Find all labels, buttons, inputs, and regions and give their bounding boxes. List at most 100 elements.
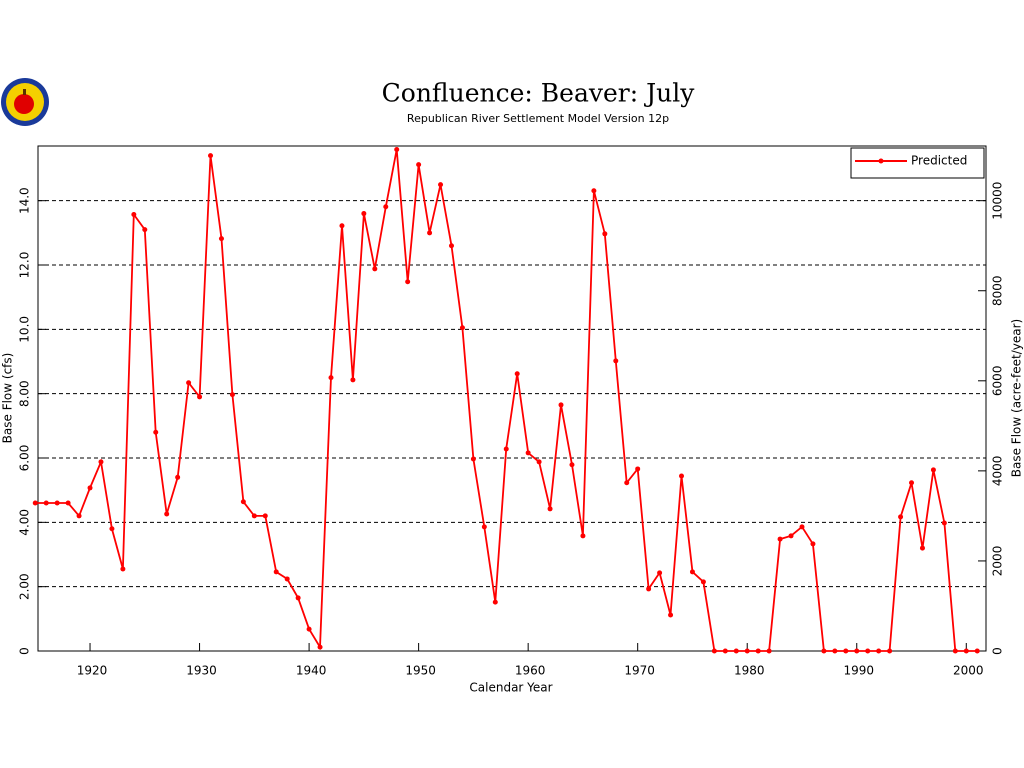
- point: [668, 612, 674, 618]
- point: [657, 570, 663, 576]
- chart-title: Confluence: Beaver: July: [382, 79, 696, 108]
- point: [974, 648, 980, 654]
- legend-label: Predicted: [911, 154, 967, 168]
- legend-box: [850, 147, 985, 179]
- point: [492, 599, 498, 605]
- y2-tick-label: 2000: [991, 546, 1005, 577]
- point: [328, 375, 334, 381]
- point: [43, 500, 49, 506]
- y-tick-label: 8.00: [18, 380, 32, 407]
- y-axis-label: Base Flow (cfs): [1, 353, 15, 444]
- x-tick-label: 1970: [624, 664, 655, 678]
- x-tick-label: 1920: [77, 664, 108, 678]
- y-tick-label: 4.00: [18, 509, 32, 536]
- point: [580, 533, 586, 539]
- point: [876, 648, 882, 654]
- x-tick-label: 1950: [405, 664, 436, 678]
- point: [339, 223, 345, 229]
- point: [788, 533, 794, 539]
- y-tick-label: 2.00: [18, 573, 32, 600]
- point: [383, 204, 389, 210]
- point: [306, 626, 312, 632]
- x-tick-label: 1940: [296, 664, 327, 678]
- y2-tick-label: 6000: [991, 366, 1005, 397]
- point: [295, 595, 301, 601]
- point: [427, 230, 433, 236]
- point: [372, 266, 378, 272]
- y-tick-label: 14.0: [18, 187, 32, 214]
- point: [602, 231, 608, 237]
- point: [164, 511, 170, 517]
- plot-frame: [37, 145, 987, 652]
- logo: [1, 78, 49, 126]
- point: [777, 536, 783, 542]
- point: [919, 545, 925, 551]
- point: [865, 648, 871, 654]
- point: [810, 541, 816, 547]
- point: [394, 147, 400, 153]
- y2-tick-label: 4000: [991, 456, 1005, 487]
- point: [448, 243, 454, 249]
- point: [591, 188, 597, 194]
- point: [218, 236, 224, 242]
- point: [569, 462, 575, 468]
- point: [284, 576, 290, 582]
- point: [350, 377, 356, 383]
- point: [854, 648, 860, 654]
- y-tick-label: 6.00: [18, 445, 32, 472]
- point: [208, 153, 214, 159]
- point: [843, 648, 849, 654]
- point: [54, 500, 60, 506]
- x-tick-label: 1930: [186, 664, 217, 678]
- point: [120, 566, 126, 572]
- point: [186, 380, 192, 386]
- y2-tick-label: 8000: [991, 275, 1005, 306]
- point: [87, 485, 93, 491]
- point: [635, 466, 641, 472]
- x-tick-label: 1980: [734, 664, 765, 678]
- point: [722, 648, 728, 654]
- chart-subtitle: Republican River Settlement Model Versio…: [407, 112, 669, 125]
- point: [821, 648, 827, 654]
- legend-marker: [878, 158, 884, 164]
- point: [832, 648, 838, 654]
- x-axis-label: Calendar Year: [469, 681, 552, 695]
- point: [459, 325, 465, 331]
- point: [503, 446, 509, 452]
- point: [153, 429, 159, 435]
- point: [700, 579, 706, 585]
- point: [514, 371, 520, 377]
- y2-tick-label: 0: [991, 647, 1005, 655]
- point: [887, 648, 893, 654]
- point: [481, 524, 487, 530]
- point: [941, 520, 947, 526]
- x-tick-label: 2000: [953, 664, 984, 678]
- point: [711, 648, 717, 654]
- point: [898, 514, 904, 520]
- point: [175, 474, 181, 480]
- x-tick-label: 1990: [843, 664, 874, 678]
- point: [262, 513, 268, 519]
- point: [624, 480, 630, 486]
- point: [32, 500, 38, 506]
- point: [131, 212, 137, 218]
- point: [679, 473, 685, 479]
- point: [416, 162, 422, 168]
- y-tick-label: 10.0: [18, 316, 32, 343]
- point: [525, 450, 531, 456]
- point: [733, 648, 739, 654]
- point: [142, 227, 148, 233]
- point: [547, 506, 553, 512]
- y-tick-label: 12.0: [18, 252, 32, 279]
- point: [744, 648, 750, 654]
- point: [930, 467, 936, 473]
- point: [963, 648, 969, 654]
- point: [273, 569, 279, 575]
- point: [909, 480, 915, 486]
- point: [558, 402, 564, 408]
- point: [361, 211, 367, 217]
- point: [65, 500, 71, 506]
- series-line: [35, 149, 978, 652]
- point: [766, 648, 772, 654]
- point: [689, 569, 695, 575]
